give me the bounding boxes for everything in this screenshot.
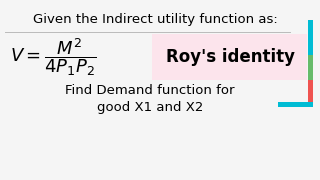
Text: good X1 and X2: good X1 and X2 bbox=[97, 101, 203, 114]
Bar bbox=[308, 55, 313, 80]
Text: Given the Indirect utility function as:: Given the Indirect utility function as: bbox=[33, 13, 277, 26]
Bar bbox=[308, 80, 313, 102]
Bar bbox=[308, 20, 313, 55]
Text: Find Demand function for: Find Demand function for bbox=[65, 84, 235, 97]
Bar bbox=[152, 34, 307, 80]
Bar bbox=[278, 102, 313, 107]
Text: Roy's identity: Roy's identity bbox=[165, 48, 294, 66]
Text: $V=\dfrac{M^2}{4P_1P_2}$: $V=\dfrac{M^2}{4P_1P_2}$ bbox=[10, 36, 97, 78]
